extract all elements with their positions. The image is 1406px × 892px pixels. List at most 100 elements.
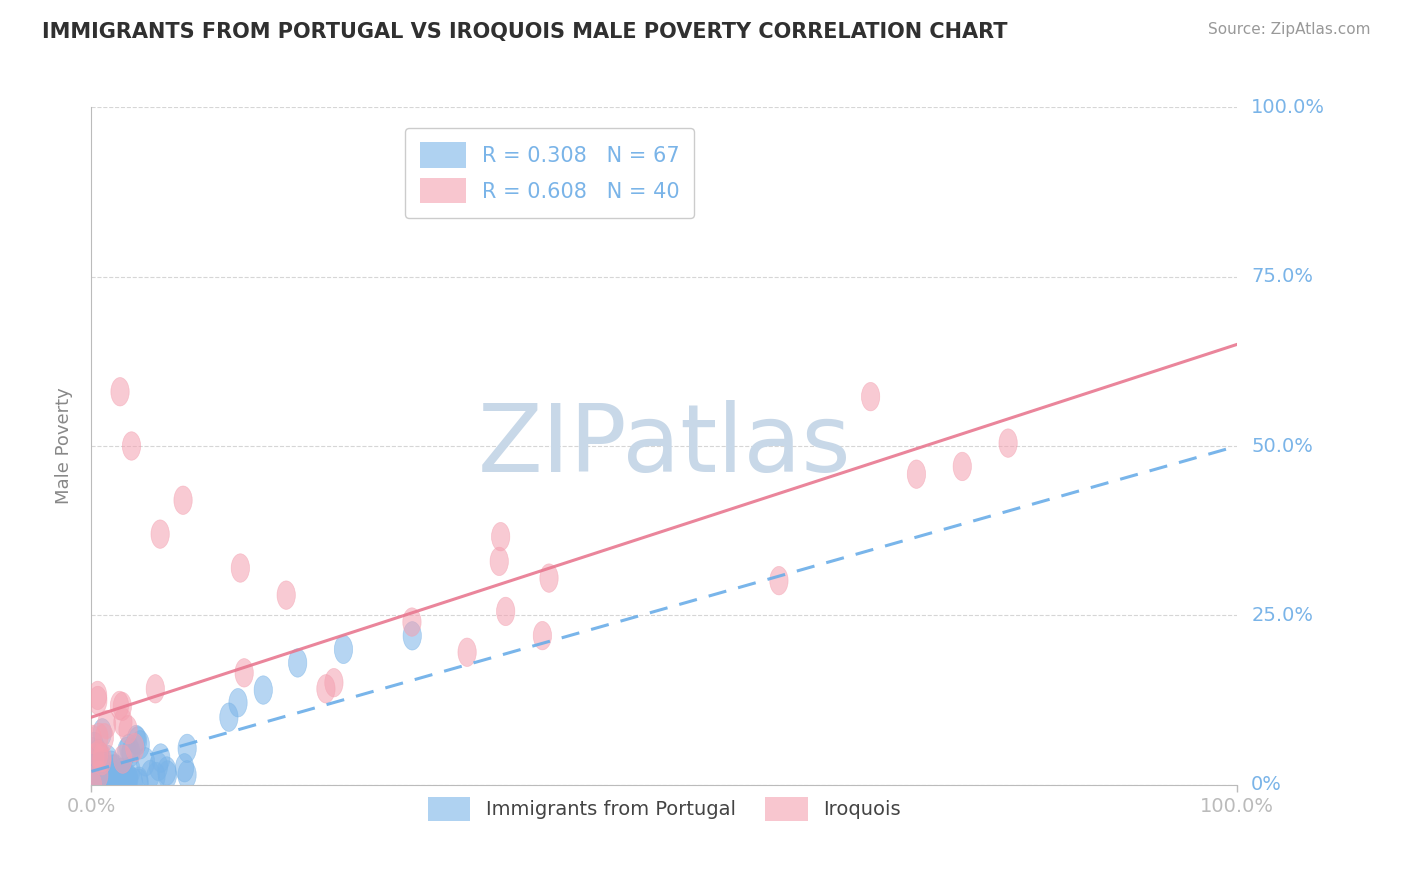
Ellipse shape <box>87 755 107 783</box>
Ellipse shape <box>120 765 138 794</box>
Ellipse shape <box>231 554 249 582</box>
Ellipse shape <box>112 758 131 787</box>
Ellipse shape <box>87 768 105 797</box>
Ellipse shape <box>235 658 253 687</box>
Ellipse shape <box>953 452 972 481</box>
Ellipse shape <box>100 766 118 795</box>
Text: Source: ZipAtlas.com: Source: ZipAtlas.com <box>1208 22 1371 37</box>
Ellipse shape <box>111 768 129 797</box>
Ellipse shape <box>149 752 167 780</box>
Ellipse shape <box>90 723 108 752</box>
Ellipse shape <box>127 725 145 754</box>
Ellipse shape <box>103 751 121 780</box>
Ellipse shape <box>108 762 127 790</box>
Ellipse shape <box>288 648 307 677</box>
Ellipse shape <box>87 756 105 785</box>
Ellipse shape <box>159 761 177 789</box>
Ellipse shape <box>89 686 107 714</box>
Ellipse shape <box>93 719 111 747</box>
Ellipse shape <box>96 754 114 782</box>
Ellipse shape <box>97 710 115 739</box>
Ellipse shape <box>114 745 132 773</box>
Ellipse shape <box>118 738 136 765</box>
Ellipse shape <box>93 747 111 775</box>
Ellipse shape <box>86 732 104 761</box>
Ellipse shape <box>120 734 138 763</box>
Text: 50.0%: 50.0% <box>1251 436 1313 456</box>
Ellipse shape <box>114 760 134 789</box>
Ellipse shape <box>229 689 247 717</box>
Ellipse shape <box>86 753 104 781</box>
Ellipse shape <box>179 734 197 763</box>
Ellipse shape <box>122 432 141 460</box>
Ellipse shape <box>94 754 112 782</box>
Ellipse shape <box>110 691 128 720</box>
Text: 25.0%: 25.0% <box>1251 606 1313 625</box>
Ellipse shape <box>93 766 111 795</box>
Ellipse shape <box>219 703 238 731</box>
Ellipse shape <box>998 429 1018 458</box>
Ellipse shape <box>96 723 114 752</box>
Ellipse shape <box>540 564 558 592</box>
Ellipse shape <box>862 383 880 411</box>
Ellipse shape <box>129 767 148 796</box>
Ellipse shape <box>533 622 551 650</box>
Ellipse shape <box>122 739 141 766</box>
Ellipse shape <box>91 742 110 771</box>
Ellipse shape <box>277 581 295 609</box>
Text: IMMIGRANTS FROM PORTUGAL VS IROQUOIS MALE POVERTY CORRELATION CHART: IMMIGRANTS FROM PORTUGAL VS IROQUOIS MAL… <box>42 22 1008 42</box>
Ellipse shape <box>458 638 477 666</box>
Ellipse shape <box>90 761 108 789</box>
Ellipse shape <box>131 731 149 759</box>
Ellipse shape <box>146 763 165 790</box>
Ellipse shape <box>104 755 122 783</box>
Ellipse shape <box>101 764 120 793</box>
Text: 0%: 0% <box>1251 775 1282 795</box>
Ellipse shape <box>108 769 127 797</box>
Ellipse shape <box>83 747 101 776</box>
Ellipse shape <box>907 460 925 489</box>
Ellipse shape <box>125 733 143 762</box>
Ellipse shape <box>90 740 108 769</box>
Ellipse shape <box>402 607 422 636</box>
Ellipse shape <box>83 771 101 799</box>
Ellipse shape <box>120 764 138 792</box>
Ellipse shape <box>335 635 353 664</box>
Ellipse shape <box>176 754 194 782</box>
Ellipse shape <box>89 681 107 710</box>
Ellipse shape <box>83 725 101 754</box>
Ellipse shape <box>150 520 169 549</box>
Ellipse shape <box>87 767 105 795</box>
Ellipse shape <box>496 598 515 625</box>
Ellipse shape <box>112 766 131 795</box>
Ellipse shape <box>491 547 509 575</box>
Legend: Immigrants from Portugal, Iroquois: Immigrants from Portugal, Iroquois <box>412 781 917 837</box>
Ellipse shape <box>120 715 138 744</box>
Ellipse shape <box>104 764 122 792</box>
Ellipse shape <box>83 738 101 766</box>
Ellipse shape <box>110 769 128 797</box>
Ellipse shape <box>112 770 131 798</box>
Ellipse shape <box>100 771 118 799</box>
Ellipse shape <box>129 769 148 797</box>
Ellipse shape <box>84 769 103 797</box>
Ellipse shape <box>96 763 114 791</box>
Ellipse shape <box>112 692 131 721</box>
Ellipse shape <box>122 756 141 784</box>
Y-axis label: Male Poverty: Male Poverty <box>55 388 73 504</box>
Text: 75.0%: 75.0% <box>1251 267 1313 286</box>
Ellipse shape <box>86 743 104 772</box>
Ellipse shape <box>141 760 159 789</box>
Text: ZIPatlas: ZIPatlas <box>478 400 851 492</box>
Ellipse shape <box>316 674 335 703</box>
Ellipse shape <box>101 761 120 789</box>
Ellipse shape <box>174 486 193 515</box>
Ellipse shape <box>90 769 108 797</box>
Ellipse shape <box>89 759 107 788</box>
Ellipse shape <box>107 755 125 783</box>
Text: 100.0%: 100.0% <box>1251 97 1326 117</box>
Ellipse shape <box>111 377 129 406</box>
Ellipse shape <box>179 761 197 789</box>
Ellipse shape <box>118 767 136 795</box>
Ellipse shape <box>83 767 101 796</box>
